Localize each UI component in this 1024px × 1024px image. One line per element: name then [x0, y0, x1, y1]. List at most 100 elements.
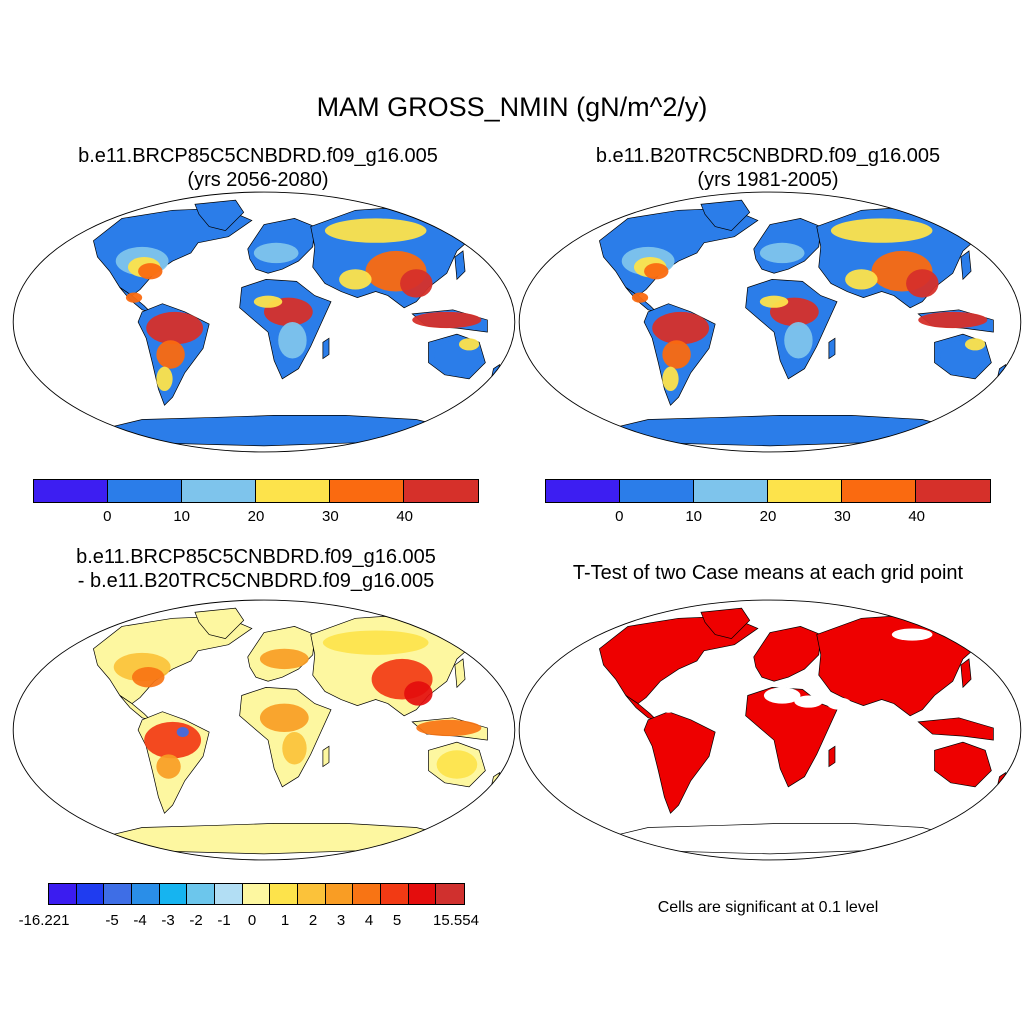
land-madagascar: [322, 745, 330, 768]
colorbar-difference: [48, 883, 465, 905]
colorbar-swatch: [915, 480, 990, 502]
land-greenland: [194, 607, 245, 640]
panel3-title: b.e11.BRCP85C5CNBDRD.f09_g16.005 - b.e11…: [0, 545, 512, 593]
land-madagascar: [322, 337, 330, 360]
non-significant-area: [891, 628, 933, 641]
colorbar-swatch: [546, 480, 620, 502]
map-panel-rcp85: [12, 191, 516, 453]
map-panel-b20tr: [518, 191, 1022, 453]
land-antarctica: [90, 415, 458, 447]
colorbar-swatch: [841, 480, 916, 502]
difference-field: [132, 667, 165, 688]
colorbar-swatch: [325, 884, 354, 904]
land-japan: [960, 250, 972, 281]
colorbar-swatch: [49, 884, 77, 904]
land-japan: [454, 658, 466, 689]
field-asia: [400, 269, 433, 298]
colorbar-tick-label: 0: [615, 508, 624, 525]
colorbar-tick-label: -2: [189, 912, 203, 929]
land-europe: [753, 626, 822, 682]
land-japan: [960, 658, 972, 689]
colorbar-tick-label: -3: [161, 912, 175, 929]
field-north-america: [138, 263, 163, 280]
colorbar-swatch: [255, 480, 330, 502]
panel1-title-line1: b.e11.BRCP85C5CNBDRD.f09_g16.005: [78, 145, 438, 167]
field-indonesia: [918, 311, 988, 329]
colorbar-tick-label: 0: [247, 912, 257, 929]
colorbar-swatch: [187, 884, 215, 904]
colorbar-swatch: [107, 480, 182, 502]
colorbar-tick-label: 15.554: [433, 912, 479, 929]
land-antarctica: [596, 823, 964, 855]
colorbar-tick-label: -16.221: [18, 912, 70, 929]
difference-field: [176, 726, 189, 738]
field-africa: [759, 295, 789, 308]
land-antarctica: [596, 415, 964, 447]
field-south-america: [662, 340, 691, 369]
significance-note: Cells are significant at 0.1 level: [657, 899, 879, 916]
colorbar-swatch: [380, 884, 409, 904]
field-north-america: [644, 263, 669, 280]
main-title: MAM GROSS_NMIN (gN/m^2/y): [316, 92, 708, 122]
panel2-title-line1: b.e11.B20TRC5CNBDRD.f09_g16.005: [595, 145, 941, 167]
difference-field: [282, 732, 307, 765]
difference-field: [156, 754, 181, 779]
colorbar-tick-label: -4: [133, 912, 147, 929]
colorbar-tick-label: 10: [173, 508, 190, 525]
colorbar-tick-label: 40: [908, 508, 925, 525]
field-africa: [253, 295, 283, 308]
colorbar-swatch: [242, 884, 271, 904]
field-africa: [784, 322, 813, 359]
map-border: [12, 191, 516, 453]
colorbar-swatch: [353, 884, 381, 904]
colorbar-tick-label: 2: [308, 912, 318, 929]
colorbar-tick-label: 10: [685, 508, 702, 525]
land-greenland: [700, 199, 751, 232]
panel1-title: b.e11.BRCP85C5CNBDRD.f09_g16.005 (yrs 20…: [0, 144, 516, 192]
colorbar-tick-label: 40: [396, 508, 413, 525]
panel3-title-line2: - b.e11.B20TRC5CNBDRD.f09_g16.005: [77, 570, 435, 592]
field-south-america: [652, 311, 710, 345]
non-significant-area: [660, 702, 677, 713]
panel4-title: T-Test of two Case means at each grid po…: [512, 561, 1024, 585]
land-japan: [454, 250, 466, 281]
panel3-title-line1: b.e11.BRCP85C5CNBDRD.f09_g16.005: [76, 546, 436, 568]
colorbar-tick-label: 30: [321, 508, 339, 525]
field-asia: [324, 218, 427, 243]
colorbar-tick-label: -1: [217, 912, 231, 929]
colorbar-swatch: [270, 884, 298, 904]
colorbar-swatch: [408, 884, 437, 904]
colorbar-swatch: [329, 480, 404, 502]
colorbar-swatch: [181, 480, 256, 502]
difference-field: [144, 721, 202, 759]
field-asia: [906, 269, 939, 298]
non-significant-area: [826, 697, 852, 710]
field-asia: [339, 269, 372, 290]
colorbar-tick-label: 20: [759, 508, 777, 525]
field-central-america: [631, 292, 649, 303]
colorbar-tick-label: 1: [280, 912, 290, 929]
field-south-america: [156, 366, 173, 392]
difference-field: [259, 648, 309, 670]
colorbar-swatch: [131, 884, 160, 904]
field-asia: [845, 269, 878, 290]
colorbar-tick-label: 4: [364, 912, 374, 929]
colorbar-swatch: [693, 480, 768, 502]
colorbar-swatch: [767, 480, 842, 502]
land-australia: [934, 741, 992, 788]
non-significant-area: [763, 687, 801, 704]
field-europe: [253, 242, 299, 264]
land-greenland: [700, 607, 751, 640]
difference-field: [416, 719, 482, 737]
difference-field: [322, 630, 429, 655]
colorbar-tick-label: 30: [833, 508, 851, 525]
panel2-title: b.e11.B20TRC5CNBDRD.f09_g16.005 (yrs 198…: [512, 144, 1024, 192]
colorbar-tick-label: 5: [392, 912, 402, 929]
map-panel-difference: [12, 599, 516, 861]
field-europe: [759, 242, 805, 264]
difference-field: [436, 750, 478, 779]
field-south-america: [662, 366, 679, 392]
colorbar-swatch: [297, 884, 326, 904]
map-border: [12, 599, 516, 861]
colorbar-swatch: [159, 884, 188, 904]
